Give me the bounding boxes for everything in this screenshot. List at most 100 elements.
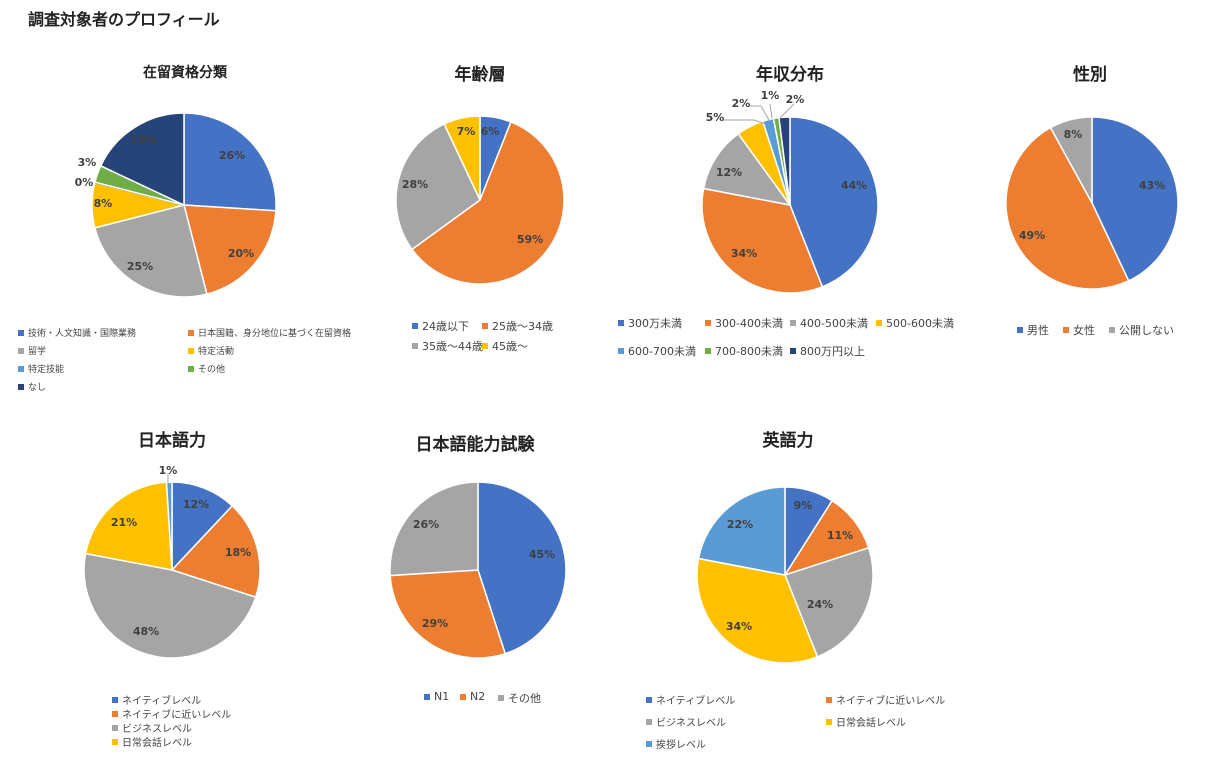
legend-label: ネイティブレベル xyxy=(122,696,202,707)
legend-label: 45歳～ xyxy=(492,340,528,353)
legend-label: 300-400未満 xyxy=(715,317,783,330)
legend-label: 500-600未満 xyxy=(886,317,954,330)
pie-slice xyxy=(1049,116,1093,204)
legend-item: その他 xyxy=(498,690,541,706)
leader-line xyxy=(769,103,773,119)
chart-legend: N1 N2 その他 xyxy=(0,0,541,705)
legend-item: 日常会話レベル xyxy=(826,714,906,729)
legend-swatch xyxy=(482,323,488,329)
data-label: 43% xyxy=(1139,179,1165,192)
legend-item: ネイティブに近いレベル xyxy=(826,692,945,707)
legend-label: 日本国籍、身分地位に基づく在留資格 xyxy=(198,329,352,339)
legend-item: 留学 xyxy=(18,344,46,357)
chart-title: 性別 xyxy=(1073,65,1107,85)
chart-legend: 技術・人文知識・国際業務 日本国籍、身分地位に基づく在留資格 留学 特定活動 特定技能 そ… xyxy=(0,0,351,393)
legend-swatch xyxy=(18,383,24,390)
data-label: 44% xyxy=(841,179,867,192)
legend-label: 25歳～34歳 xyxy=(492,320,553,333)
legend-label: 400-500未満 xyxy=(800,317,868,330)
pie-slice xyxy=(170,504,261,599)
legend-item: ビジネスレベル xyxy=(646,714,726,729)
legend-label: その他 xyxy=(508,692,541,705)
leader-line xyxy=(722,119,767,125)
chart-legend: ネイティブレベル ネイティブに近いレベル ビジネスレベル 日常会話レベル 挨拶レベル xyxy=(0,0,945,751)
data-label: 12% xyxy=(716,166,742,179)
data-label: 2% xyxy=(786,93,805,106)
legend-label: 300万未満 xyxy=(628,317,682,330)
legend-swatch xyxy=(790,348,796,354)
chart-jlpt: 日本語能力試験 45% 29% 26% N1 N2 その他 xyxy=(0,0,567,705)
pie-slice xyxy=(389,569,507,659)
pie-slice xyxy=(165,481,173,571)
legend-label: 女性 xyxy=(1073,324,1095,337)
pie-slice xyxy=(99,112,185,207)
pie-slice xyxy=(389,481,479,577)
legend-label: 公開しない xyxy=(1119,324,1174,337)
pie-slice xyxy=(171,481,234,572)
legend-item: 女性 xyxy=(1063,322,1095,338)
pie-slice xyxy=(93,204,208,298)
leader-line xyxy=(748,105,770,121)
legend-item: 25歳～34歳 xyxy=(482,318,553,334)
legend-label: 800万円以上 xyxy=(800,345,865,358)
chart-title: 在留資格分類 xyxy=(143,65,227,81)
legend-swatch xyxy=(482,343,488,349)
pie-slice xyxy=(395,122,481,251)
legend-label: 技術・人文知識・国際業務 xyxy=(28,329,137,339)
legend-swatch xyxy=(618,320,624,326)
chart-legend: 300万未満 300-400未満 400-500未満 500-600未満 600-700… xyxy=(0,0,954,358)
data-label: 34% xyxy=(731,247,757,260)
chart-income: 年収分布 44% 34% 12% 5% 2% 1% 2% 300万未満 300-400未満 40… xyxy=(0,0,954,358)
data-label: 28% xyxy=(402,178,428,191)
page-title: 調査対象者のプロフィール xyxy=(28,10,220,29)
chart-english-ability: 英語力 9% 11% 24% 34% 22% ネイティブレベル ネイティブに近いレベル ビジ… xyxy=(0,0,945,751)
data-label: 12% xyxy=(183,498,209,511)
legend-label: 35歳～44歳 xyxy=(422,340,483,353)
legend-label: ネイティブレベル xyxy=(656,696,736,707)
legend-swatch xyxy=(412,343,418,349)
legend-label: ネイティブに近いレベル xyxy=(122,710,232,721)
chart-age: 年齢層 6% 59% 28% 7% 24歳以下 25歳～34歳 35歳～44歳 45歳～ xyxy=(0,0,565,353)
legend-label: N2 xyxy=(470,690,486,703)
legend-item: なし xyxy=(18,380,46,393)
pie-slice xyxy=(477,481,567,655)
data-label: 59% xyxy=(517,233,543,246)
legend-label: 700-800未満 xyxy=(715,345,783,358)
legend-swatch xyxy=(112,710,118,717)
legend-item: 35歳～44歳 xyxy=(412,338,483,354)
legend-swatch xyxy=(646,696,652,703)
data-label: 18% xyxy=(131,134,157,147)
legend-swatch xyxy=(460,693,466,700)
legend-swatch xyxy=(188,347,194,354)
data-label: 11% xyxy=(827,529,853,542)
legend-swatch xyxy=(188,365,194,372)
legend-item: 600-700未満 xyxy=(618,343,696,359)
legend-label: 特定技能 xyxy=(28,365,65,375)
legend-label: 挨拶レベル xyxy=(656,740,706,751)
legend-item: 挨拶レベル xyxy=(646,736,706,751)
data-label: 1% xyxy=(761,89,780,102)
data-label: 34% xyxy=(726,620,752,633)
legend-swatch xyxy=(498,695,504,701)
legend-label: 24歳以下 xyxy=(422,320,469,333)
legend-item: N1 xyxy=(424,690,449,703)
pie-slice xyxy=(696,557,819,664)
data-label: 2% xyxy=(732,97,751,110)
legend-swatch xyxy=(1017,327,1023,333)
legend-label: ネイティブに近いレベル xyxy=(836,696,946,707)
legend-swatch xyxy=(188,329,194,336)
pie-slice xyxy=(789,116,879,288)
legend-swatch xyxy=(618,348,624,354)
data-label: 9% xyxy=(794,499,813,512)
data-label: 6% xyxy=(481,125,500,138)
legend-label: 男性 xyxy=(1027,324,1049,337)
legend-item: 技術・人文知識・国際業務 xyxy=(18,326,136,339)
chart-title: 英語力 xyxy=(762,431,814,451)
legend-item: 700-800未満 xyxy=(705,343,783,359)
data-label: 21% xyxy=(111,516,137,529)
